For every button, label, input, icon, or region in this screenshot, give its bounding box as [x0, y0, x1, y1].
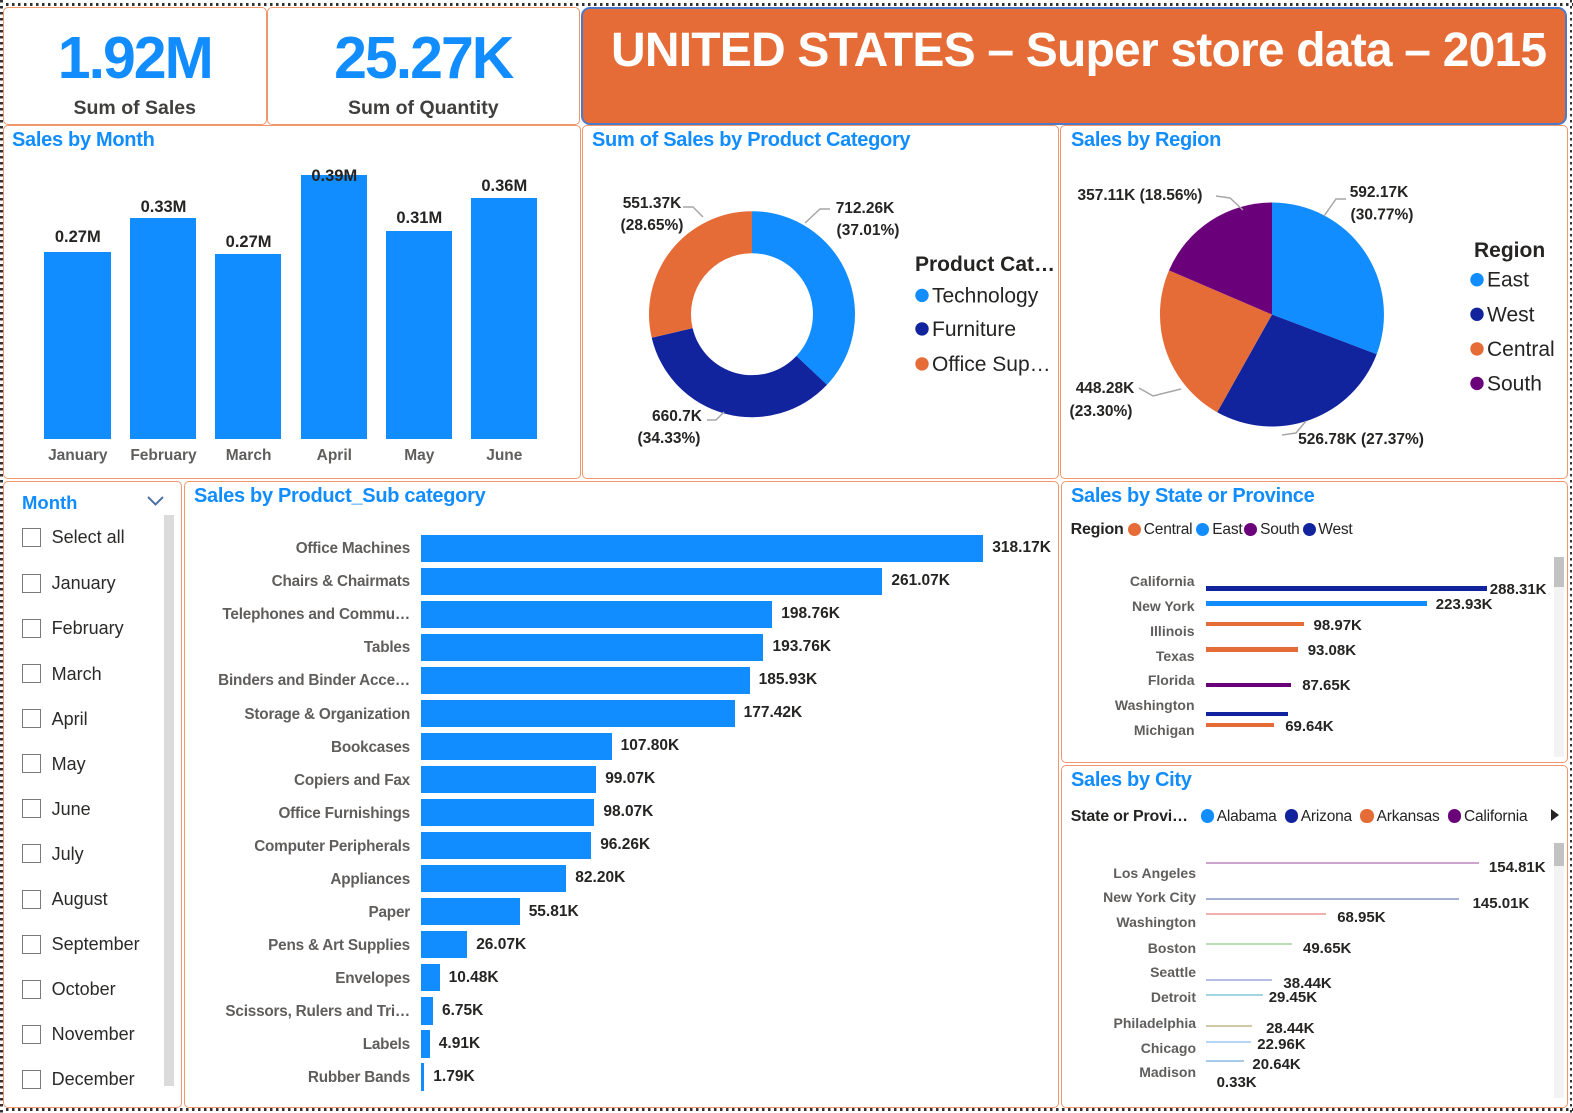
- svg-text:Technology: Technology: [932, 284, 1039, 307]
- svg-text:Central: Central: [1487, 338, 1555, 361]
- svg-text:South: South: [1487, 372, 1542, 395]
- svg-text:Office Sup…: Office Sup…: [932, 353, 1051, 376]
- svg-text:Region: Region: [1474, 239, 1545, 262]
- svg-text:(28.65%): (28.65%): [621, 217, 684, 234]
- svg-text:Furniture: Furniture: [932, 318, 1016, 341]
- svg-text:(34.33%): (34.33%): [638, 430, 701, 447]
- svg-text:592.17K: 592.17K: [1350, 184, 1409, 201]
- svg-text:357.11K (18.56%): 357.11K (18.56%): [1078, 187, 1203, 204]
- svg-text:526.78K (27.37%): 526.78K (27.37%): [1298, 431, 1424, 448]
- svg-text:(30.77%): (30.77%): [1351, 207, 1414, 224]
- svg-text:East: East: [1487, 269, 1529, 292]
- svg-text:551.37K: 551.37K: [623, 195, 682, 212]
- svg-text:660.7K: 660.7K: [652, 408, 703, 425]
- svg-text:448.28K: 448.28K: [1076, 380, 1135, 397]
- svg-text:(37.01%): (37.01%): [837, 222, 900, 239]
- svg-text:West: West: [1487, 303, 1535, 326]
- svg-text:Product Cat…: Product Cat…: [915, 253, 1055, 276]
- svg-text:(23.30%): (23.30%): [1070, 403, 1133, 420]
- svg-text:712.26K: 712.26K: [836, 200, 895, 217]
